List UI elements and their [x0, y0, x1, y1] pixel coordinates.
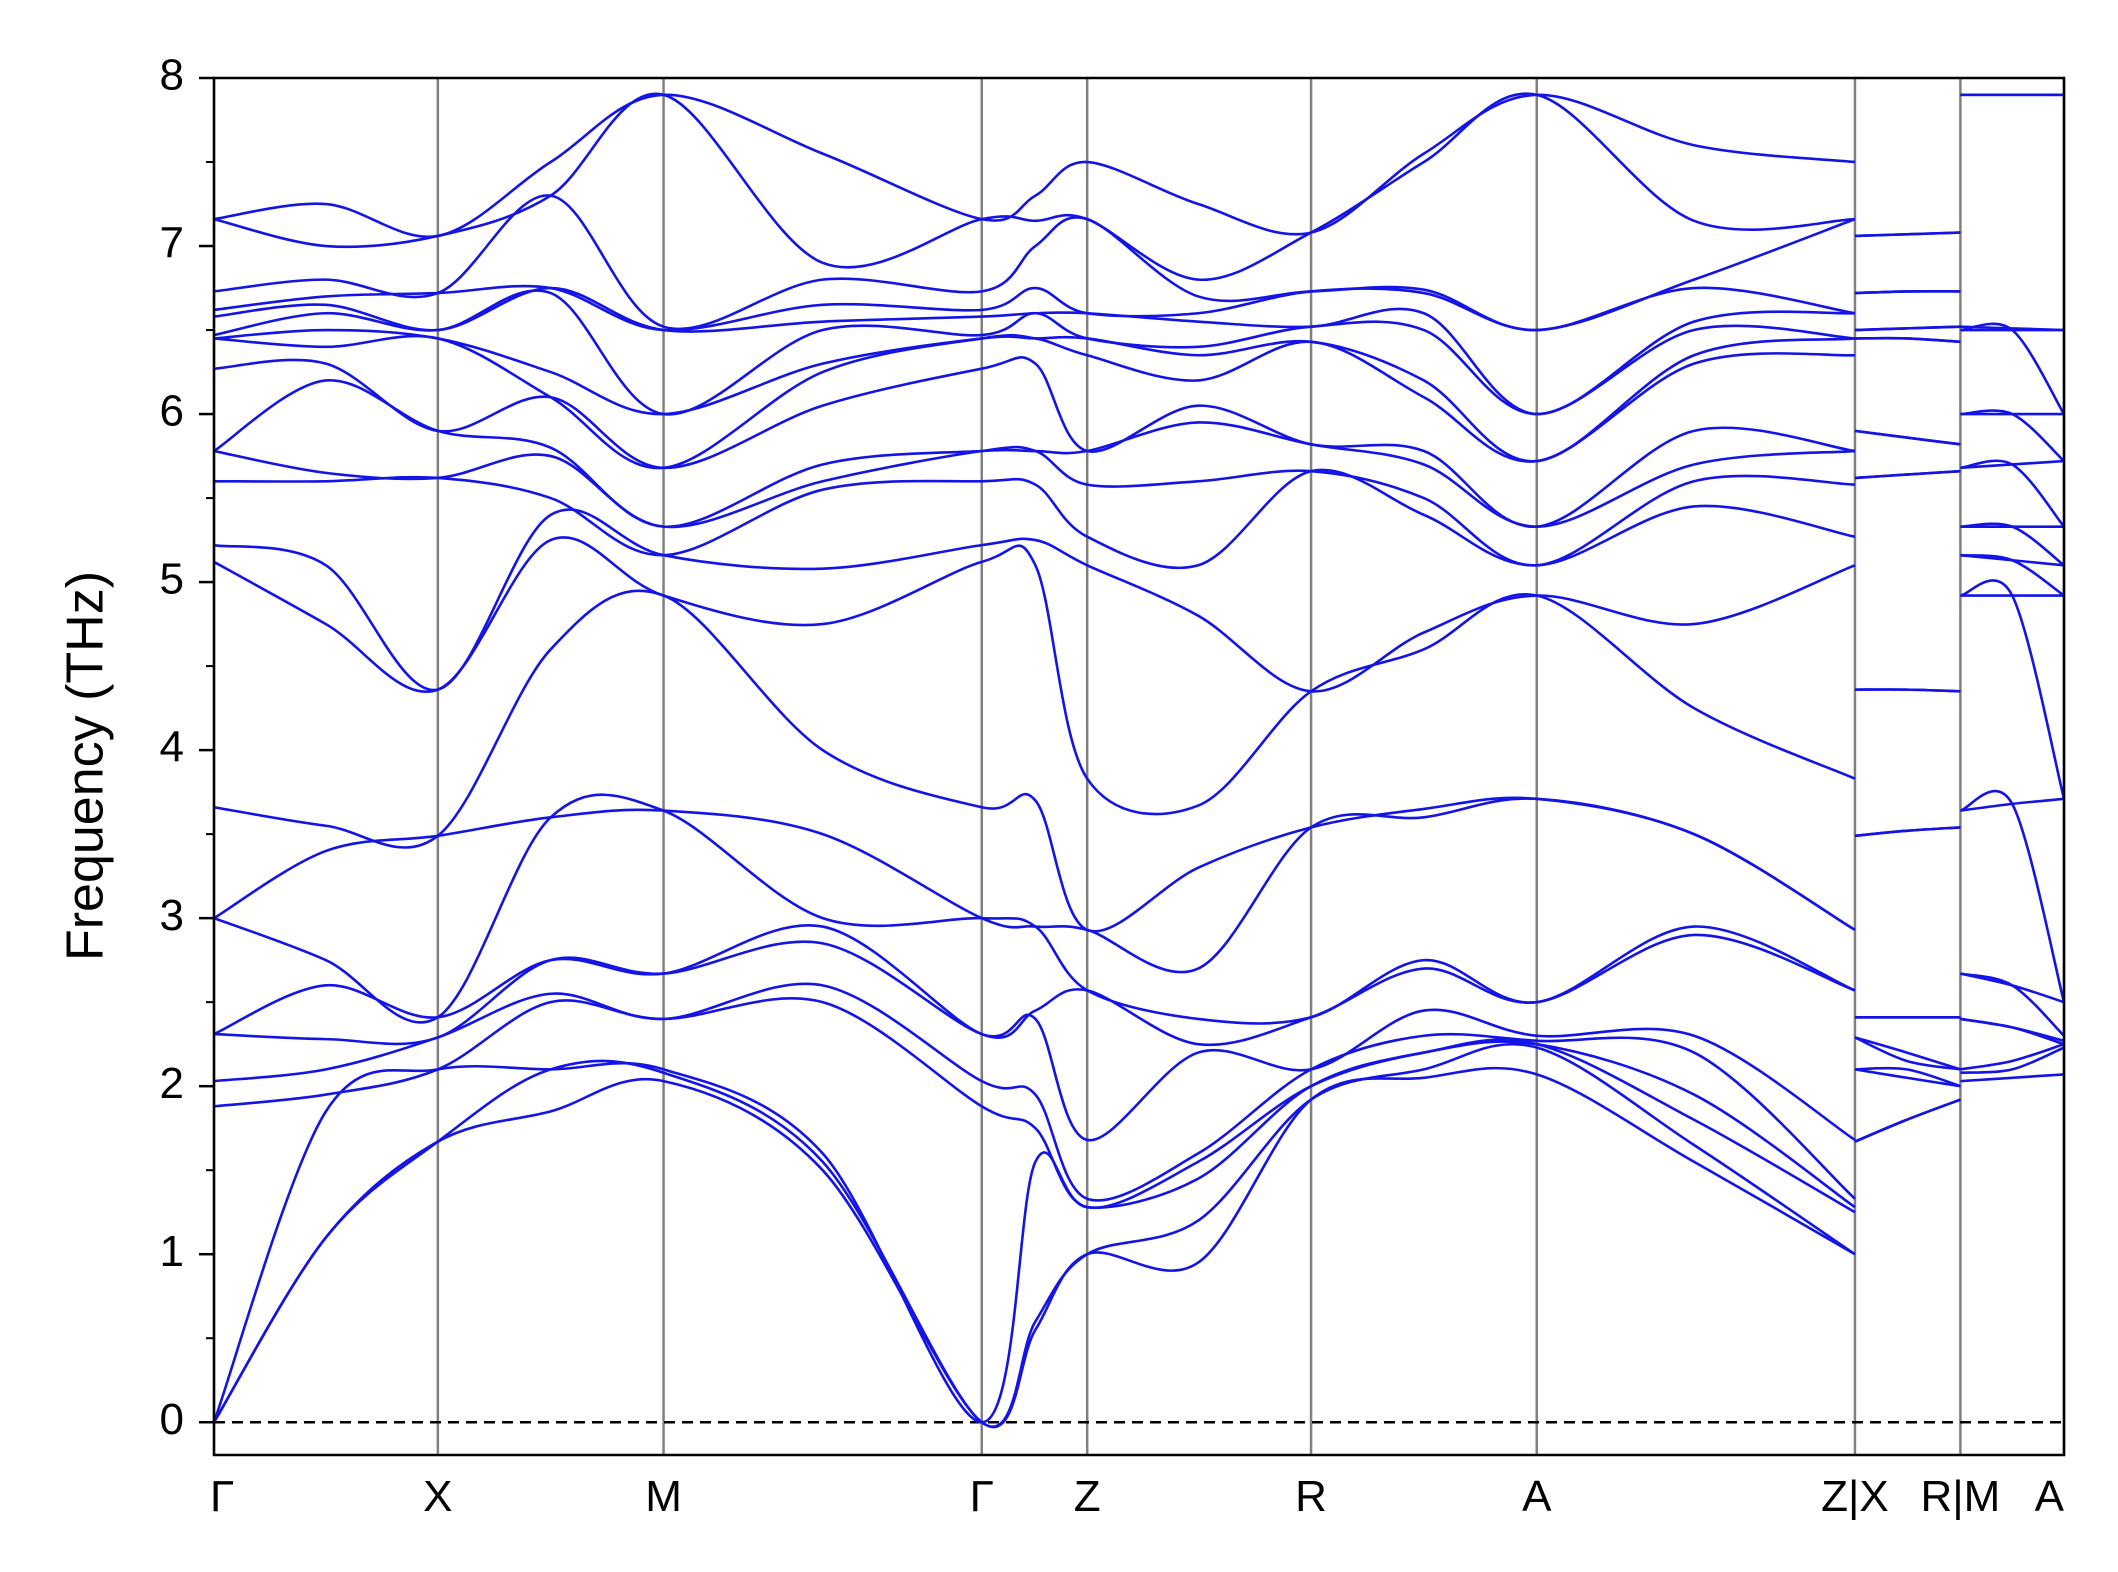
y-tick-label: 7 [160, 219, 184, 268]
band [1960, 1017, 2064, 1043]
band [214, 982, 1856, 1202]
band [214, 93, 1856, 239]
x-tick-label: Z [1074, 1472, 1101, 1521]
y-tick-label: 6 [160, 387, 184, 436]
plot-frame [212, 76, 2066, 1457]
band [1960, 1042, 2064, 1071]
band [1960, 459, 2064, 528]
band [1854, 1036, 1961, 1071]
band [1960, 325, 2064, 332]
band [214, 445, 1855, 567]
band [214, 194, 1856, 332]
band [1854, 336, 1961, 344]
band [214, 793, 1856, 1025]
band [1960, 322, 2064, 415]
x-tick-label: Z|X [1821, 1472, 1889, 1521]
band [214, 589, 1856, 933]
band [1854, 1068, 1961, 1088]
y-tick-label: 2 [160, 1059, 184, 1108]
band [1854, 826, 1961, 838]
band [214, 92, 1855, 281]
y-tick-label: 8 [160, 51, 184, 100]
band [214, 1038, 1856, 1424]
band [1854, 1066, 1961, 1088]
band [214, 508, 1856, 693]
x-tick-label: X [423, 1472, 452, 1521]
band [1854, 429, 1961, 446]
band [1854, 231, 1961, 238]
band [1854, 1036, 1961, 1071]
band [1854, 289, 1961, 295]
y-axis-label: Frequency (THz) [57, 571, 115, 961]
band [1959, 789, 2064, 1003]
band [214, 797, 1856, 974]
y-tick-label: 3 [160, 891, 184, 940]
band [1960, 409, 2064, 463]
band [214, 333, 1856, 470]
band [214, 289, 1856, 416]
x-tick-label: M [645, 1472, 682, 1521]
band [214, 356, 1856, 528]
band [214, 286, 1856, 416]
band [1960, 797, 2064, 812]
x-tick-label: R|M [1920, 1472, 2000, 1521]
band [1854, 469, 1961, 480]
band [1960, 553, 2064, 567]
band [214, 940, 1856, 1142]
x-tick-label: R [1295, 1472, 1327, 1521]
x-tick-label: Γ [210, 1472, 234, 1521]
band [1854, 325, 1961, 332]
band [1854, 688, 1961, 693]
x-tick-label: A [2035, 1472, 2065, 1521]
band [214, 379, 1856, 528]
band [1960, 972, 2064, 1004]
x-tick-label: Γ [970, 1472, 994, 1521]
band [214, 1066, 1856, 1429]
band [1960, 459, 2064, 470]
y-tick-label: 0 [160, 1395, 184, 1444]
y-tick-label: 1 [160, 1227, 184, 1276]
band [1960, 1017, 2064, 1046]
band [1854, 1098, 1961, 1143]
band [1960, 1073, 2064, 1083]
x-tick-label: A [1522, 1472, 1552, 1521]
band [214, 1042, 1856, 1428]
band [214, 328, 1856, 463]
band [1960, 579, 2064, 800]
band [214, 997, 1856, 1210]
y-tick-label: 5 [160, 555, 184, 604]
band [214, 536, 1856, 816]
band [1960, 1046, 2064, 1075]
y-tick-label: 4 [160, 723, 184, 772]
